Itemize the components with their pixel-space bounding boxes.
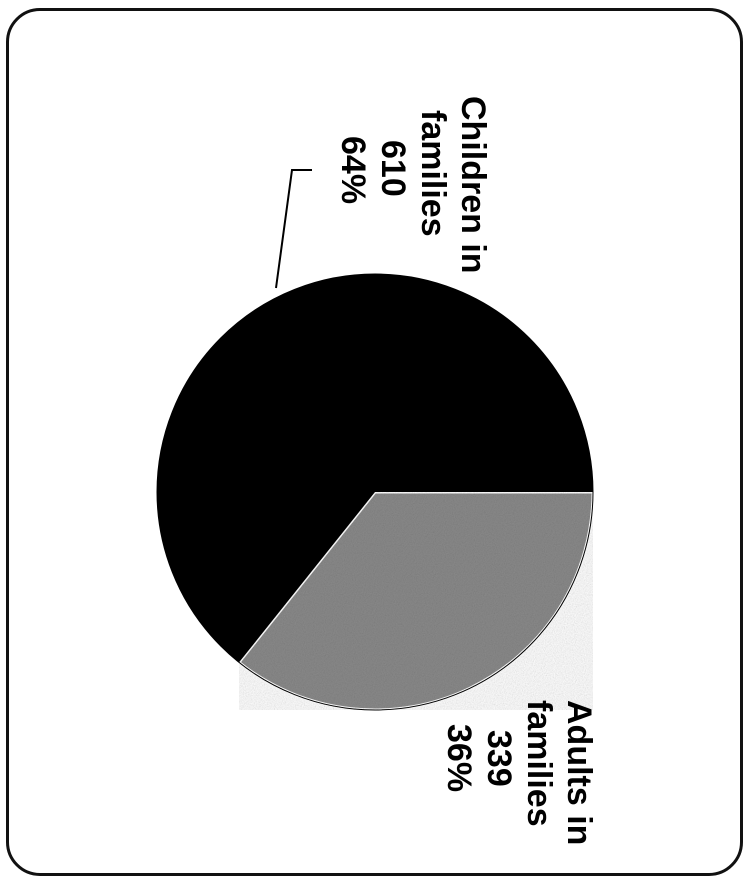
children-percent-label: 64% [334, 136, 372, 204]
pie-slice-children [156, 273, 593, 663]
adults-label-line1: Adults in [560, 700, 598, 845]
children-label-line2: families [414, 110, 452, 237]
children-label-line1: Children in [454, 96, 492, 274]
children-value-label: 610 [374, 140, 412, 197]
adults-label-line2: families [520, 700, 558, 827]
adults-value-label: 339 [480, 730, 518, 787]
pie-slices [156, 273, 595, 712]
children-label: Children in families 610 64% [334, 96, 492, 274]
adults-label: Adults in families 339 36% [440, 700, 598, 845]
pie-outline [156, 273, 594, 711]
children-leader-line [275, 169, 312, 289]
adults-percent-label: 36% [440, 724, 478, 792]
